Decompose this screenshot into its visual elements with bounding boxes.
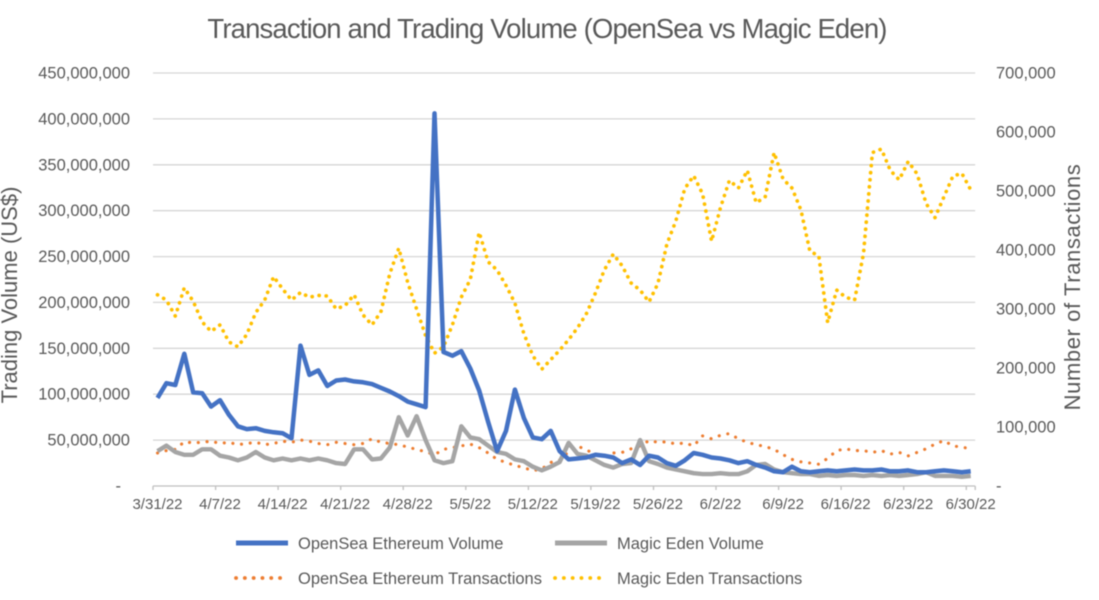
svg-text:4/14/22: 4/14/22 [258, 496, 308, 513]
svg-text:-: - [116, 478, 122, 496]
svg-text:450,000,000: 450,000,000 [38, 65, 130, 83]
svg-text:6/23/22: 6/23/22 [883, 496, 933, 513]
svg-text:4/28/22: 4/28/22 [383, 496, 433, 513]
svg-text:50,000,000: 50,000,000 [47, 432, 130, 450]
svg-text:-: - [996, 478, 1002, 496]
svg-text:350,000,000: 350,000,000 [38, 156, 130, 174]
svg-text:6/30/22: 6/30/22 [946, 496, 996, 513]
svg-text:100,000,000: 100,000,000 [38, 386, 130, 404]
svg-text:700,000: 700,000 [996, 65, 1056, 83]
svg-text:5/12/22: 5/12/22 [508, 496, 558, 513]
svg-text:400,000,000: 400,000,000 [38, 110, 130, 128]
svg-text:200,000: 200,000 [996, 360, 1056, 378]
svg-text:3/31/22: 3/31/22 [132, 496, 182, 513]
svg-text:300,000: 300,000 [996, 301, 1056, 319]
svg-text:Trading Volume (US$): Trading Volume (US$) [0, 187, 22, 404]
svg-text:4/7/22: 4/7/22 [199, 496, 241, 513]
svg-text:4/21/22: 4/21/22 [320, 496, 370, 513]
svg-text:300,000,000: 300,000,000 [38, 202, 130, 220]
svg-text:150,000,000: 150,000,000 [38, 340, 130, 358]
svg-text:5/5/22: 5/5/22 [449, 496, 491, 513]
svg-text:Transaction and Trading Volume: Transaction and Trading Volume (OpenSea … [207, 13, 886, 44]
svg-text:100,000: 100,000 [996, 419, 1056, 437]
svg-text:600,000: 600,000 [996, 124, 1056, 142]
svg-text:6/2/22: 6/2/22 [700, 496, 742, 513]
svg-text:5/19/22: 5/19/22 [570, 496, 620, 513]
svg-text:Magic Eden Transactions: Magic Eden Transactions [617, 570, 802, 588]
svg-text:5/26/22: 5/26/22 [633, 496, 683, 513]
svg-text:200,000,000: 200,000,000 [38, 294, 130, 312]
svg-text:500,000: 500,000 [996, 183, 1056, 201]
svg-text:OpenSea Ethereum Volume: OpenSea Ethereum Volume [298, 535, 503, 553]
svg-text:OpenSea Ethereum Transactions: OpenSea Ethereum Transactions [298, 570, 542, 588]
svg-text:6/9/22: 6/9/22 [762, 496, 804, 513]
svg-text:Magic Eden Volume: Magic Eden Volume [617, 535, 764, 553]
svg-text:250,000,000: 250,000,000 [38, 248, 130, 266]
svg-text:Number of Transactions: Number of Transactions [1060, 164, 1085, 411]
svg-text:400,000: 400,000 [996, 242, 1056, 260]
svg-text:6/16/22: 6/16/22 [821, 496, 871, 513]
